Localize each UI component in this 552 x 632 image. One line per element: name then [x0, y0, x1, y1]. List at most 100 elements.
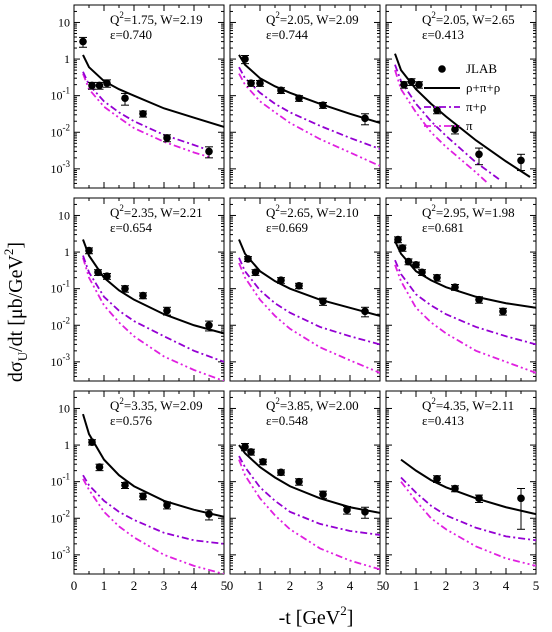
curve-pi: [82, 478, 224, 574]
data-point: [407, 77, 416, 86]
curve-pi-rho: [82, 255, 224, 363]
data-point: [433, 273, 441, 282]
curve-pi-rho: [238, 455, 380, 536]
data-point: [85, 246, 93, 255]
panel-4: 10-3 10-2 10-1 1 10 Q2=2.35, W=2.21ε=0.654: [51, 197, 225, 382]
data-point: [139, 291, 147, 300]
kinematics-label: Q2=2.05, W=2.09: [266, 10, 359, 27]
panel-5: Q2=2.65, W=2.10ε=0.669: [229, 197, 381, 382]
legend-label: ρ+π+ρ: [466, 80, 500, 95]
legend-label: π+ρ: [466, 99, 486, 114]
kinematics-label: Q2=2.35, W=2.21: [110, 203, 203, 220]
x-tick-label: 4: [191, 578, 198, 593]
curve-pi-rho: [238, 257, 380, 346]
data-point: [475, 295, 483, 304]
x-tick-label: 0: [71, 578, 78, 593]
kinematics-label: Q2=2.65, W=2.10: [266, 203, 359, 220]
x-tick-label: 1: [413, 578, 420, 593]
data-point: [319, 490, 327, 499]
kinematics-label: Q2=3.85, W=2.00: [266, 396, 359, 413]
data-point: [241, 55, 249, 65]
data-point: [103, 272, 111, 280]
data-point: [451, 283, 459, 291]
y-tick-label: 1: [64, 245, 70, 259]
legend-entry: π: [424, 118, 473, 133]
curve-pi: [82, 257, 224, 381]
data-point: [79, 36, 87, 48]
x-tick-label: 0: [383, 578, 390, 593]
data-point: [277, 276, 285, 285]
x-tick-label: 3: [473, 578, 480, 593]
legend: JLAB ρ+π+ρ π+ρ π: [424, 61, 500, 133]
y-tick-label: 10: [58, 401, 70, 415]
data-point: [94, 268, 102, 277]
data-point: [277, 86, 285, 95]
curve-pi-rho: [400, 476, 536, 542]
data-point: [259, 457, 267, 466]
y-tick-label: 10-3: [51, 159, 71, 176]
y-tick-label: 1: [64, 438, 70, 452]
data-point: [475, 494, 483, 503]
data-point: [361, 506, 369, 519]
data-point: [256, 79, 264, 87]
legend-entry: ρ+π+ρ: [424, 80, 500, 95]
data-point: [247, 448, 255, 456]
data-point: [88, 438, 96, 446]
data-point: [418, 268, 426, 277]
curve-pi: [238, 459, 380, 571]
kinematics-label: Q2=3.35, W=2.09: [110, 396, 203, 413]
curve-total: [82, 413, 224, 518]
data-point: [343, 505, 351, 515]
y-tick-label: 1: [64, 52, 70, 66]
panel-3: Q2=2.05, W=2.65ε=0.413 JLAB ρ+π+ρ π+ρ π: [385, 4, 537, 189]
y-tick-label: 10-2: [51, 122, 71, 139]
curve-pi: [238, 73, 380, 167]
kinematics-label: Q2=2.95, W=1.98: [422, 203, 515, 220]
data-point: [139, 492, 147, 501]
y-tick-label: 10: [58, 15, 70, 29]
kinematics-label: Q2=4.35, W=2.11: [422, 396, 514, 413]
legend-label: JLAB: [466, 61, 497, 76]
data-point: [244, 255, 252, 263]
x-tick-label: 2: [287, 578, 294, 593]
data-point: [475, 147, 483, 166]
curve-pi: [400, 481, 536, 567]
data-point: [121, 481, 129, 490]
kinematics-label: Q2=1.75, W=2.19: [110, 10, 203, 27]
data-point: [251, 268, 260, 277]
curve-total: [400, 458, 536, 516]
epsilon-label: ε=0.669: [266, 220, 308, 235]
data-point: [88, 81, 96, 90]
x-tick-label: 2: [443, 578, 450, 593]
data-point: [295, 477, 303, 486]
data-point: [121, 92, 129, 106]
epsilon-label: ε=0.744: [266, 27, 309, 42]
y-tick-label: 10-2: [51, 508, 71, 525]
data-point: [121, 284, 129, 293]
data-point: [205, 320, 213, 332]
curve-pi: [394, 69, 489, 185]
panel-1: 10-3 10-2 10-1 1 10 Q2=1.75, W=2.19ε=0.740: [51, 4, 225, 189]
curve-pi: [238, 262, 380, 374]
curve-pi-rho: [394, 259, 536, 346]
data-point: [247, 79, 255, 87]
curve-total: [238, 239, 380, 317]
data-point: [319, 297, 327, 306]
data-point: [103, 79, 111, 88]
x-tick-label: 5: [221, 578, 228, 593]
curve-total: [82, 239, 224, 335]
curve-pi: [394, 264, 536, 374]
data-point: [95, 463, 104, 472]
x-tick-label: 5: [533, 578, 540, 593]
data-point: [163, 134, 171, 143]
x-tick-label: 3: [161, 578, 168, 593]
kinematics-label: Q2=2.05, W=2.65: [422, 10, 515, 27]
data-point: [412, 260, 420, 269]
data-point: [139, 109, 147, 118]
data-point: [361, 113, 369, 126]
data-point: [400, 80, 408, 89]
legend-label: π: [466, 118, 473, 133]
y-tick-label: 10-2: [51, 315, 71, 332]
epsilon-label: ε=0.413: [422, 413, 464, 428]
